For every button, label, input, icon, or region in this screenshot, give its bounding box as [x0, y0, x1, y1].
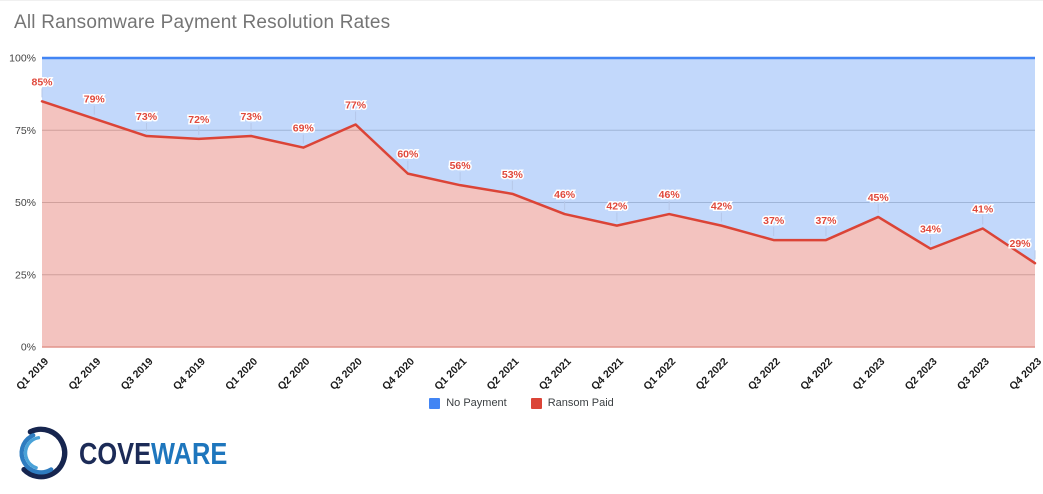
page-title: All Ransomware Payment Resolution Rates — [14, 12, 391, 33]
x-tick-label: Q1 2021 — [432, 356, 469, 393]
x-tick-label: Q1 2019 — [14, 356, 51, 393]
coveware-wordmark: COVEWARE — [79, 438, 227, 469]
legend-label-no-payment: No Payment — [446, 397, 507, 409]
x-tick-label: Q1 2023 — [850, 356, 887, 393]
coveware-logo: COVEWARE — [12, 424, 260, 482]
y-tick-label: 100% — [9, 53, 36, 65]
logo-text-cove: COVE — [79, 435, 152, 471]
data-label: 29% — [1009, 238, 1031, 250]
data-label: 46% — [659, 189, 681, 201]
x-tick-label: Q3 2022 — [746, 356, 783, 393]
x-tick-label: Q3 2023 — [955, 356, 992, 393]
legend-item-ransom-paid: Ransom Paid — [530, 397, 614, 409]
data-label: 60% — [397, 149, 419, 161]
x-tick-label: Q1 2020 — [223, 356, 260, 393]
x-tick-label: Q3 2021 — [537, 356, 574, 393]
resolution-rates-area-chart: 85% 79% 73% 72% 73% 69% 77% 60% 56% 53% 46% 42% 46% 4… — [9, 53, 1043, 393]
x-tick-label: Q4 2023 — [1007, 356, 1043, 393]
data-label: 72% — [188, 114, 210, 126]
data-label: 37% — [763, 215, 785, 227]
x-tick-label: Q4 2022 — [798, 356, 835, 393]
y-tick-label: 50% — [15, 197, 36, 209]
chart-legend: No Payment Ransom Paid — [0, 397, 1043, 409]
data-label: 34% — [920, 224, 942, 236]
x-tick-label: Q2 2020 — [275, 356, 312, 393]
data-label: 69% — [293, 123, 315, 135]
x-tick-label: Q2 2022 — [694, 356, 731, 393]
data-label: 73% — [241, 111, 263, 123]
legend-item-no-payment: No Payment — [429, 397, 507, 409]
coveware-swirl-icon — [14, 426, 68, 480]
y-tick-label: 75% — [15, 125, 36, 137]
no-payment-swatch — [429, 397, 441, 409]
no-payment-area — [42, 58, 1035, 264]
data-label: 42% — [711, 201, 733, 213]
x-tick-label: Q1 2022 — [641, 356, 678, 393]
data-label: 53% — [502, 169, 524, 181]
x-tick-label: Q3 2020 — [328, 356, 365, 393]
ransom-paid-area — [42, 101, 1035, 347]
ransom-paid-swatch — [530, 397, 542, 409]
data-label: 56% — [450, 160, 472, 172]
x-tick-label: Q3 2019 — [119, 356, 156, 393]
x-tick-label: Q2 2023 — [903, 356, 940, 393]
data-label: 42% — [606, 201, 628, 213]
y-tick-label: 25% — [15, 269, 36, 281]
x-tick-label: Q4 2021 — [589, 356, 626, 393]
logo-text-ware: WARE — [151, 435, 228, 471]
data-label: 41% — [972, 204, 994, 216]
data-label: 79% — [84, 94, 106, 106]
data-label: 37% — [815, 215, 837, 227]
x-tick-label: Q2 2019 — [66, 356, 103, 393]
data-label: 46% — [554, 189, 576, 201]
data-label: 73% — [136, 111, 158, 123]
ransom-paid-line — [40, 100, 1037, 265]
data-label: 85% — [31, 76, 53, 88]
legend-label-ransom-paid: Ransom Paid — [547, 397, 614, 409]
data-label: 45% — [868, 192, 890, 204]
x-tick-label: Q2 2021 — [485, 356, 522, 393]
y-tick-label: 0% — [21, 342, 36, 354]
x-tick-label: Q4 2020 — [380, 356, 417, 393]
data-label: 77% — [345, 99, 367, 111]
x-tick-label: Q4 2019 — [171, 356, 208, 393]
